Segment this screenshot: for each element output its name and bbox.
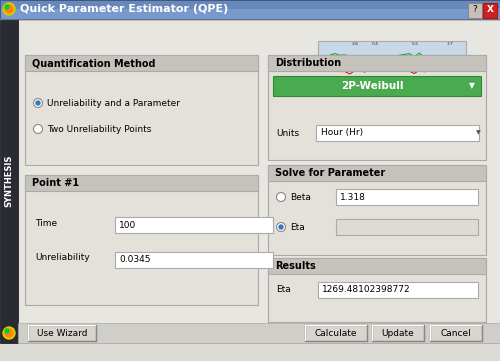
Bar — [273, 76, 481, 96]
Text: 1269.48102398772: 1269.48102398772 — [322, 286, 410, 295]
Bar — [468, 3, 482, 18]
Circle shape — [276, 222, 285, 231]
Bar — [268, 165, 486, 181]
Bar — [0, 0, 500, 19]
Circle shape — [279, 225, 283, 229]
Text: Point #1: Point #1 — [32, 178, 79, 188]
Text: Time: Time — [35, 218, 57, 227]
Text: 0.4: 0.4 — [372, 42, 378, 46]
Bar — [268, 165, 486, 255]
Circle shape — [3, 3, 15, 15]
Bar — [0, 20, 18, 343]
Text: ▼: ▼ — [469, 82, 475, 91]
Bar — [0, 0, 500, 19]
Text: Cancel: Cancel — [440, 329, 472, 338]
Text: ▼: ▼ — [476, 130, 480, 135]
Text: ?: ? — [472, 5, 478, 14]
Text: Unreliability: Unreliability — [35, 253, 90, 262]
Bar — [372, 325, 424, 341]
Bar — [430, 325, 482, 341]
Bar — [316, 125, 479, 141]
Circle shape — [34, 125, 42, 134]
Bar — [336, 189, 478, 205]
Text: Hour (Hr): Hour (Hr) — [321, 129, 363, 138]
Bar — [25, 55, 258, 165]
Text: 2P-Weibull: 2P-Weibull — [341, 81, 403, 91]
Text: Results: Results — [275, 261, 316, 271]
Bar — [115, 252, 273, 268]
Text: Two Unreliability Points: Two Unreliability Points — [47, 125, 152, 134]
Text: Use Wizard: Use Wizard — [37, 329, 88, 338]
Text: Eta: Eta — [276, 284, 291, 293]
Bar — [318, 282, 478, 298]
Text: -4.8: -4.8 — [436, 84, 444, 88]
Text: X: X — [486, 5, 494, 14]
Text: 100: 100 — [119, 221, 136, 230]
Text: -0.1: -0.1 — [386, 84, 394, 88]
Bar — [25, 175, 258, 305]
Text: 3.7: 3.7 — [446, 42, 454, 46]
Circle shape — [36, 101, 40, 105]
Bar — [305, 325, 367, 341]
Circle shape — [5, 5, 9, 9]
Bar — [268, 55, 486, 71]
Text: -3.2: -3.2 — [341, 84, 349, 88]
Text: Eta: Eta — [290, 222, 305, 231]
Circle shape — [5, 329, 13, 337]
Text: Distribution: Distribution — [275, 58, 341, 68]
Text: 5.5: 5.5 — [412, 42, 418, 46]
Text: Update: Update — [382, 329, 414, 338]
Bar — [25, 175, 258, 191]
Text: Solve for Parameter: Solve for Parameter — [275, 168, 385, 178]
Bar — [28, 325, 96, 341]
Text: Beta: Beta — [290, 192, 311, 201]
Bar — [25, 55, 258, 71]
Text: Unreliability and a Parameter: Unreliability and a Parameter — [47, 99, 180, 108]
Text: Calculate: Calculate — [315, 329, 357, 338]
Circle shape — [5, 5, 13, 13]
Circle shape — [5, 329, 9, 333]
Text: 2.8: 2.8 — [352, 42, 358, 46]
Bar — [115, 217, 273, 233]
Text: Quick Parameter Estimator (QPE): Quick Parameter Estimator (QPE) — [20, 4, 228, 14]
Bar — [268, 55, 486, 160]
Bar — [268, 258, 486, 274]
Bar — [18, 323, 500, 343]
Circle shape — [276, 192, 285, 201]
Bar — [483, 3, 497, 18]
Bar — [318, 41, 466, 89]
Text: -2.5: -2.5 — [318, 84, 326, 88]
Bar — [0, 9, 500, 19]
Circle shape — [3, 327, 15, 339]
Circle shape — [34, 99, 42, 108]
Text: 0.0345: 0.0345 — [119, 256, 150, 265]
Bar — [18, 20, 500, 343]
Text: SYNTHESIS: SYNTHESIS — [4, 155, 14, 207]
Text: Quantification Method: Quantification Method — [32, 58, 156, 68]
Bar — [336, 219, 478, 235]
Bar — [268, 258, 486, 322]
Text: 1.318: 1.318 — [340, 192, 366, 201]
Text: Units: Units — [276, 129, 299, 138]
